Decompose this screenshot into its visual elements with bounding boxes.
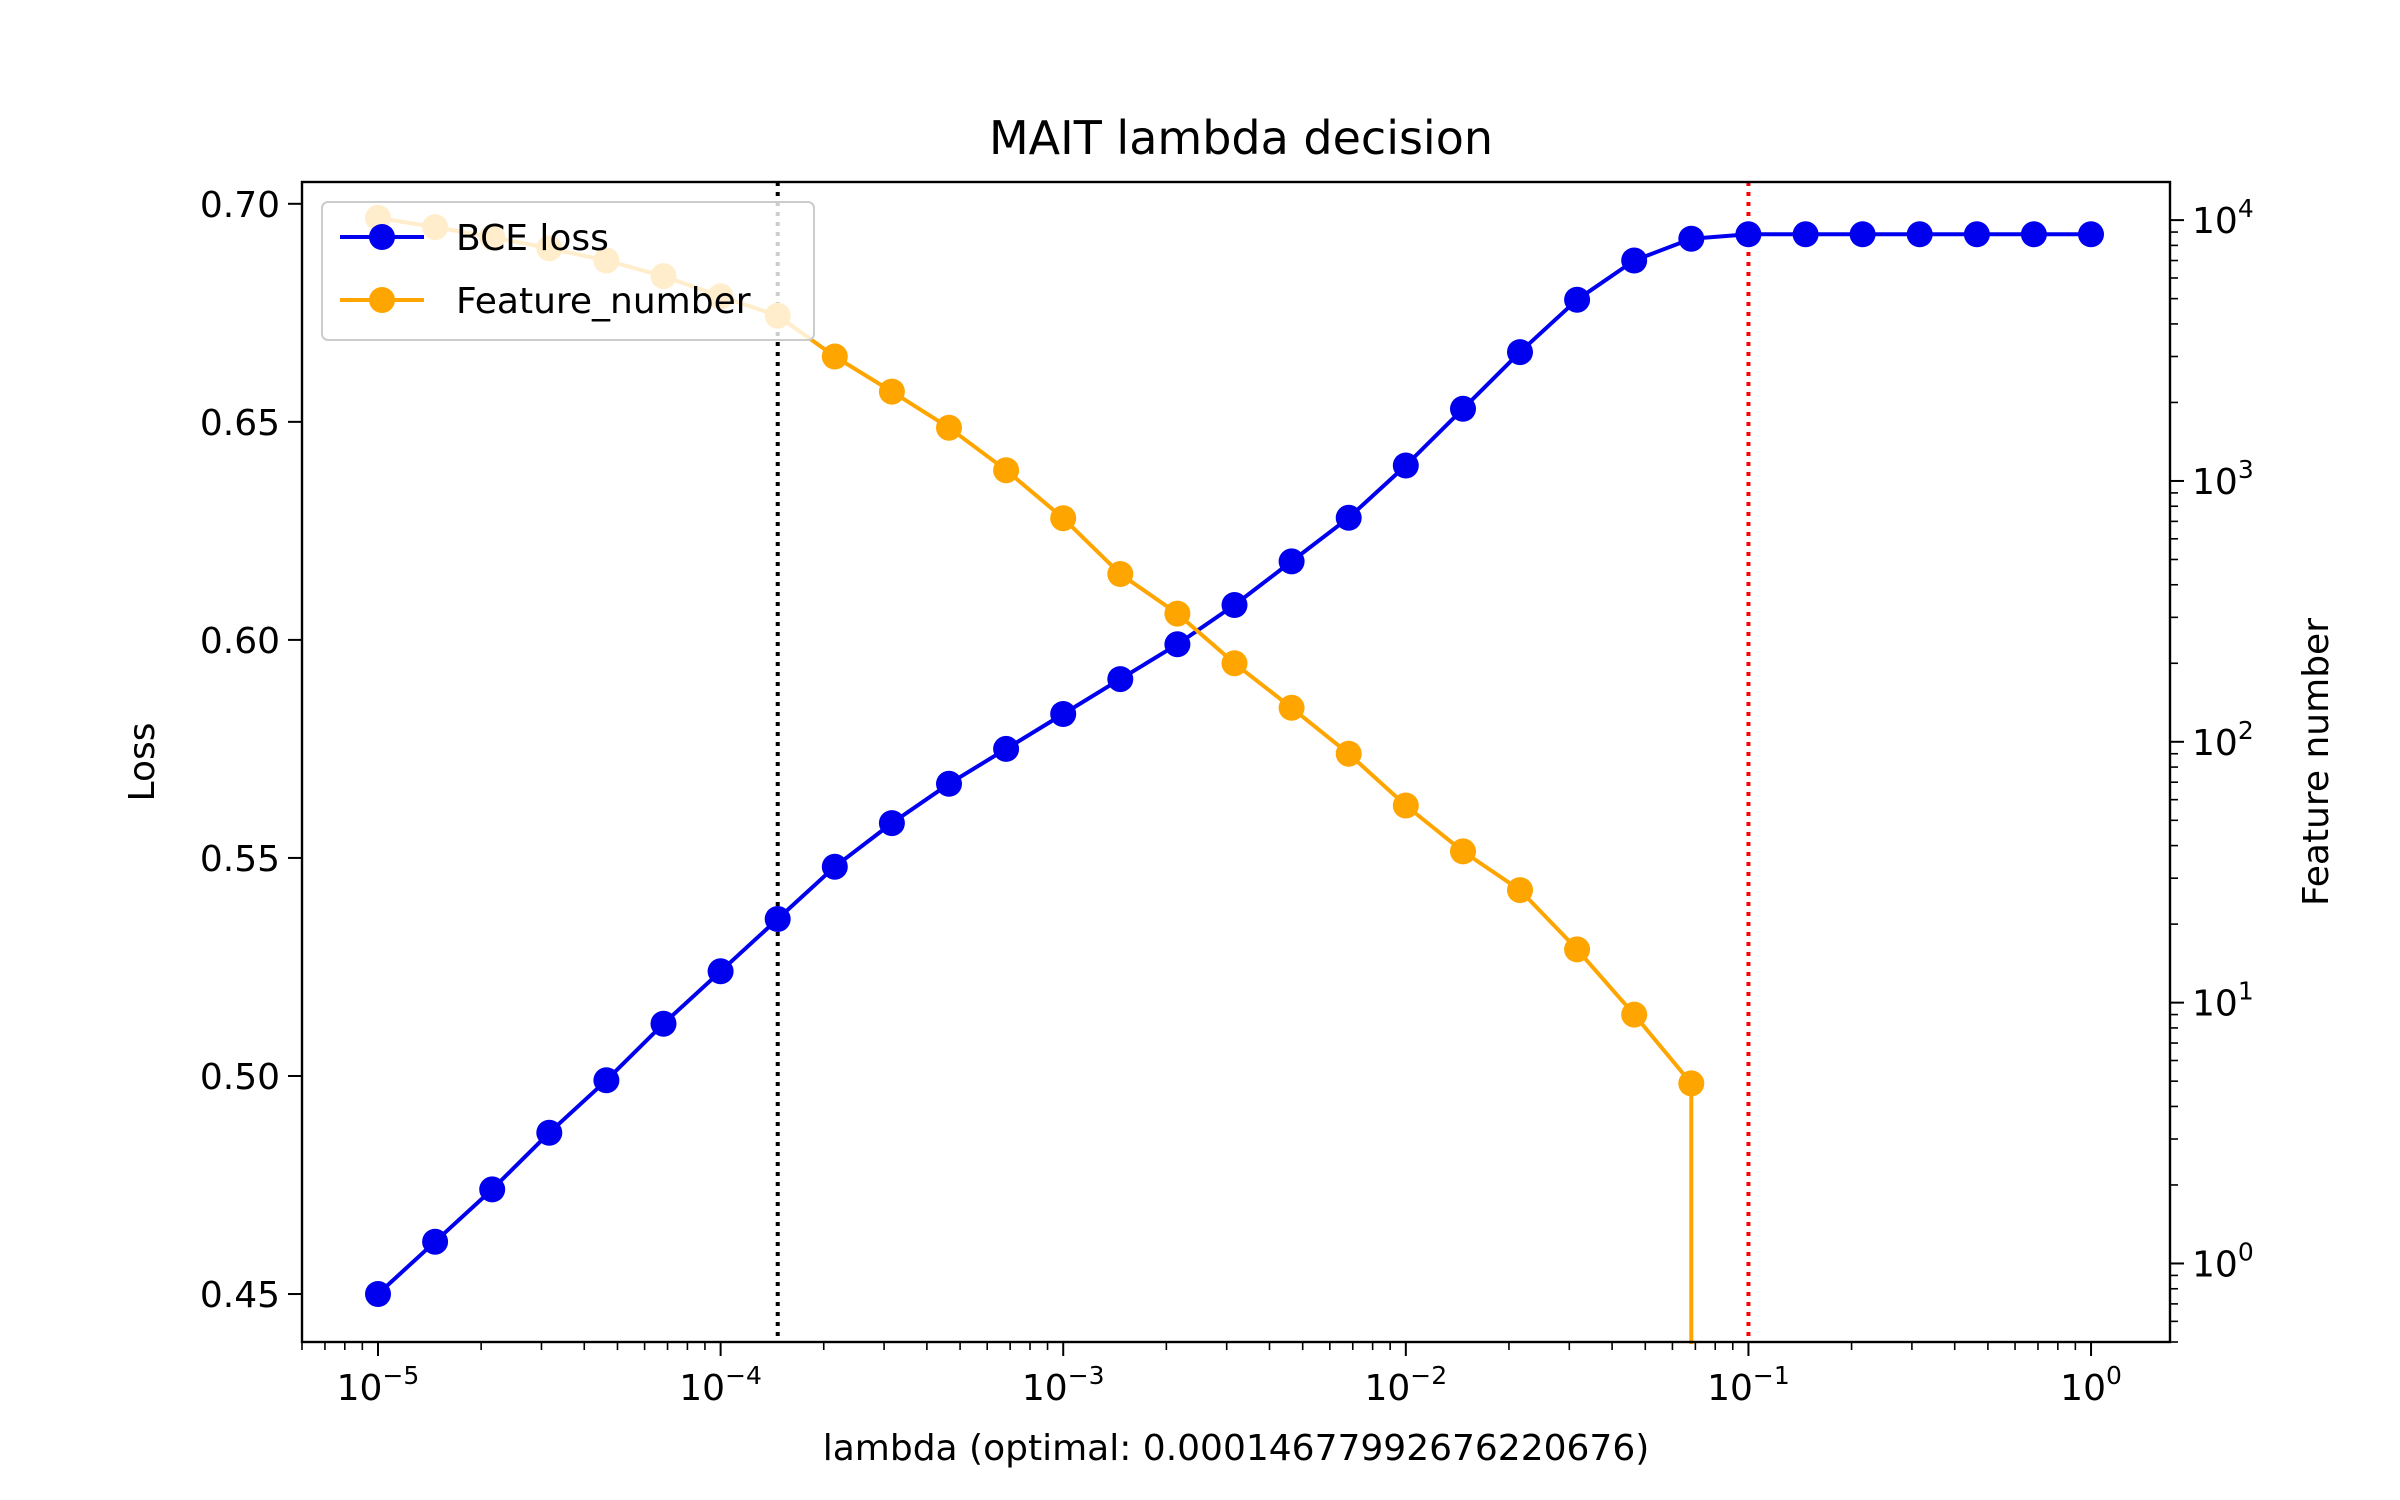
data-point-feature-number bbox=[1621, 1001, 1648, 1028]
data-point-bce-loss bbox=[1678, 225, 1705, 252]
data-point-feature-number bbox=[936, 414, 962, 441]
data-point-bce-loss bbox=[1564, 286, 1591, 313]
data-point-bce-loss bbox=[1735, 221, 1762, 248]
data-point-bce-loss bbox=[764, 906, 791, 932]
y-left-tick-label: 0.70 bbox=[200, 185, 280, 226]
data-point-feature-number bbox=[993, 457, 1020, 484]
data-point-bce-loss bbox=[1621, 247, 1648, 274]
x-tick-label: 10−1 bbox=[1707, 1361, 1790, 1409]
x-tick-label: 10−2 bbox=[1364, 1361, 1447, 1409]
y-left-tick-label: 0.65 bbox=[200, 403, 280, 444]
data-point-bce-loss bbox=[1107, 666, 1134, 693]
y-right-tick-label: 104 bbox=[2192, 194, 2254, 242]
data-point-bce-loss bbox=[593, 1067, 620, 1094]
data-point-bce-loss bbox=[1792, 221, 1819, 248]
x-axis: 10−5 10−4 10−3 10−2 10−1 100 bbox=[301, 1342, 2122, 1409]
data-point-bce-loss bbox=[1849, 221, 1876, 248]
y-axis-left: 0.45 0.50 0.55 0.60 0.65 0.70 bbox=[200, 185, 302, 1316]
data-point-bce-loss bbox=[1050, 701, 1077, 727]
data-point-bce-loss bbox=[2020, 221, 2047, 248]
y-left-tick-label: 0.50 bbox=[200, 1057, 280, 1098]
data-point-bce-loss bbox=[993, 735, 1020, 762]
data-point-feature-number bbox=[821, 343, 848, 370]
x-tick-label: 100 bbox=[2060, 1361, 2122, 1409]
data-point-bce-loss bbox=[1906, 221, 1933, 248]
y-axis-right-title: Feature number bbox=[2296, 618, 2337, 906]
y-right-tick-label: 100 bbox=[2192, 1237, 2254, 1285]
data-point-feature-number bbox=[878, 378, 905, 405]
data-point-feature-number bbox=[1278, 694, 1305, 721]
legend-label-feature-number: Feature_number bbox=[456, 281, 751, 322]
y-left-tick-label: 0.55 bbox=[200, 839, 280, 880]
data-point-bce-loss bbox=[1963, 221, 1990, 248]
data-point-bce-loss bbox=[1507, 339, 1533, 366]
y-axis-right: 100 101 102 103 104 bbox=[2170, 194, 2254, 1343]
x-tick-label: 10−5 bbox=[337, 1361, 420, 1409]
y-right-tick-label: 102 bbox=[2192, 716, 2254, 764]
data-point-bce-loss bbox=[650, 1010, 677, 1037]
data-point-bce-loss bbox=[936, 770, 962, 797]
data-point-feature-number bbox=[1678, 1070, 1705, 1097]
legend-marker-bce-loss bbox=[369, 224, 395, 250]
y-left-tick-label: 0.60 bbox=[200, 621, 280, 662]
data-point-feature-number bbox=[1564, 936, 1591, 963]
data-point-bce-loss bbox=[536, 1119, 563, 1146]
y-left-tick-label: 0.45 bbox=[200, 1275, 280, 1316]
data-point-feature-number bbox=[1164, 600, 1191, 627]
legend-label-bce-loss: BCE loss bbox=[456, 218, 609, 259]
chart-title: MAIT lambda decision bbox=[989, 111, 1493, 165]
y-axis-left-title: Loss bbox=[122, 723, 163, 802]
data-point-feature-number bbox=[1335, 740, 1362, 767]
data-point-feature-number bbox=[1050, 505, 1077, 532]
data-point-bce-loss bbox=[821, 853, 848, 880]
data-point-feature-number bbox=[1221, 650, 1248, 677]
data-point-bce-loss bbox=[1221, 592, 1248, 618]
data-point-bce-loss bbox=[1164, 631, 1191, 658]
data-point-bce-loss bbox=[878, 810, 905, 837]
legend-box bbox=[321, 201, 815, 341]
data-point-bce-loss bbox=[2078, 221, 2104, 248]
x-tick-label: 10−4 bbox=[679, 1361, 762, 1409]
reference-lines bbox=[775, 182, 1751, 1342]
data-point-feature-number bbox=[1107, 561, 1134, 587]
data-point-feature-number bbox=[1507, 877, 1533, 904]
data-point-bce-loss bbox=[1450, 395, 1476, 422]
y-right-tick-label: 103 bbox=[2192, 455, 2254, 503]
data-point-bce-loss bbox=[707, 958, 734, 985]
data-point-bce-loss bbox=[422, 1228, 449, 1255]
legend: BCE loss Feature_number bbox=[321, 201, 815, 341]
plot-frame bbox=[300, 180, 2172, 1344]
y-right-tick-label: 101 bbox=[2192, 977, 2254, 1025]
data-point-bce-loss bbox=[1278, 548, 1305, 575]
data-point-bce-loss bbox=[365, 1281, 391, 1307]
data-point-feature-number bbox=[1392, 792, 1419, 819]
x-axis-title: lambda (optimal: 0.00014677992676220676) bbox=[823, 1428, 1650, 1469]
data-point-bce-loss bbox=[479, 1176, 506, 1203]
data-point-bce-loss bbox=[1392, 452, 1419, 479]
legend-marker-feature-number bbox=[369, 287, 395, 313]
data-point-bce-loss bbox=[1335, 504, 1362, 531]
x-tick-label: 10−3 bbox=[1022, 1361, 1105, 1409]
data-point-feature-number bbox=[1450, 838, 1476, 865]
